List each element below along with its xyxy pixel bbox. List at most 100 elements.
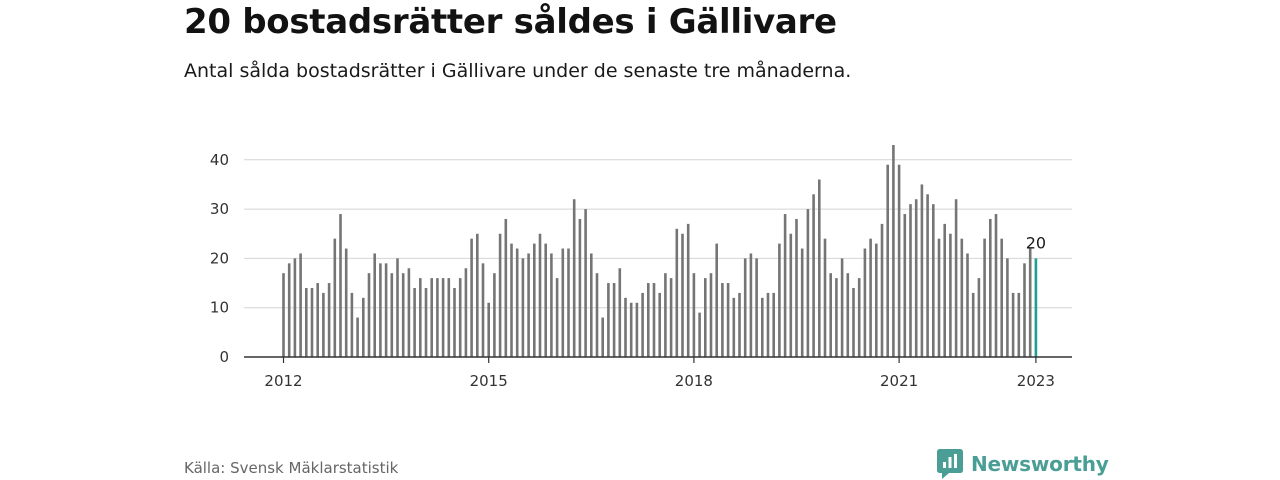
brand-logo: Newsworthy [937, 449, 1109, 479]
bar [595, 273, 599, 357]
bar [966, 253, 969, 357]
bar [458, 278, 462, 357]
x-tick-label-2012: 2012 [264, 372, 302, 390]
bar [322, 292, 325, 357]
x-tick-label-2021: 2021 [880, 372, 918, 390]
bar [664, 273, 667, 357]
bar [607, 283, 610, 357]
bar [800, 248, 804, 357]
bar [373, 253, 376, 357]
bar [1011, 292, 1015, 357]
bar [333, 238, 337, 357]
bar [356, 317, 359, 357]
bar [555, 278, 559, 357]
bar [869, 238, 872, 357]
bar-chart: 0 10 20 30 40 2012 2015 2018 2021 2023 20 [210, 145, 1072, 390]
bar [846, 273, 850, 357]
bar [601, 317, 604, 357]
bar [578, 218, 582, 357]
bar [441, 278, 445, 357]
bar [379, 263, 382, 357]
newsworthy-icon [937, 449, 963, 479]
bar [550, 253, 553, 357]
bar [572, 199, 576, 357]
chart-subtitle: Antal sålda bostadsrätter i Gällivare un… [184, 60, 852, 82]
bar [504, 218, 508, 357]
y-tick-label-40: 40 [210, 151, 229, 169]
bar [527, 253, 530, 357]
bar [852, 287, 855, 357]
bar [686, 223, 690, 357]
bar [789, 233, 793, 357]
x-tick-label-2023: 2023 [1017, 372, 1055, 390]
bar [481, 263, 485, 357]
y-tick-label-10: 10 [210, 299, 229, 317]
bar [453, 287, 456, 357]
bar [635, 302, 639, 357]
bar [806, 209, 810, 357]
bar [584, 209, 587, 357]
bar [561, 248, 565, 357]
y-tick-label-0: 0 [219, 348, 229, 366]
bar [897, 164, 901, 357]
highlight-value-label: 20 [1026, 233, 1046, 252]
bar [721, 283, 724, 357]
bar [590, 253, 593, 357]
y-tick-label-30: 30 [210, 200, 229, 218]
bar [344, 248, 348, 357]
bar [772, 292, 775, 357]
source-note: Källa: Svensk Mäklarstatistik [184, 459, 399, 477]
bar [943, 223, 946, 357]
bar [658, 292, 661, 357]
bar [778, 243, 781, 357]
bar [510, 243, 513, 357]
bar [544, 243, 547, 357]
y-axis-ticks: 0 10 20 30 40 [210, 151, 229, 366]
bar [880, 223, 884, 357]
bar [618, 268, 622, 357]
bar [766, 292, 770, 357]
bar [305, 287, 308, 357]
bar [681, 233, 684, 357]
bar [350, 292, 354, 357]
bar [287, 263, 291, 357]
bar [533, 243, 536, 357]
bar [920, 184, 924, 357]
bar [624, 297, 627, 357]
bar [977, 278, 981, 357]
bar [818, 179, 821, 357]
bar [419, 278, 422, 357]
bar [732, 297, 736, 357]
bar [903, 214, 907, 357]
bar [629, 302, 633, 357]
bar [989, 218, 992, 357]
bar [857, 278, 861, 357]
bar [436, 278, 439, 357]
bar [875, 243, 878, 357]
bar [447, 278, 451, 357]
bar [926, 194, 929, 357]
bar [755, 258, 758, 357]
bar [401, 273, 405, 357]
bar [310, 287, 314, 357]
bar [1000, 238, 1003, 357]
bar [692, 273, 696, 357]
bar [515, 248, 519, 357]
bar [413, 287, 416, 357]
bar [749, 253, 753, 357]
bar [812, 194, 815, 357]
bar [652, 283, 656, 357]
bar [823, 238, 827, 357]
bar [835, 278, 838, 357]
bar [1023, 263, 1026, 357]
bar [464, 268, 468, 357]
bar [783, 214, 787, 357]
bar [698, 312, 701, 357]
bar [937, 238, 941, 357]
bar [669, 278, 673, 357]
bar [521, 258, 525, 357]
bar [647, 283, 650, 357]
bar [949, 233, 952, 357]
brand-name: Newsworthy [971, 452, 1109, 476]
bar [384, 263, 388, 357]
